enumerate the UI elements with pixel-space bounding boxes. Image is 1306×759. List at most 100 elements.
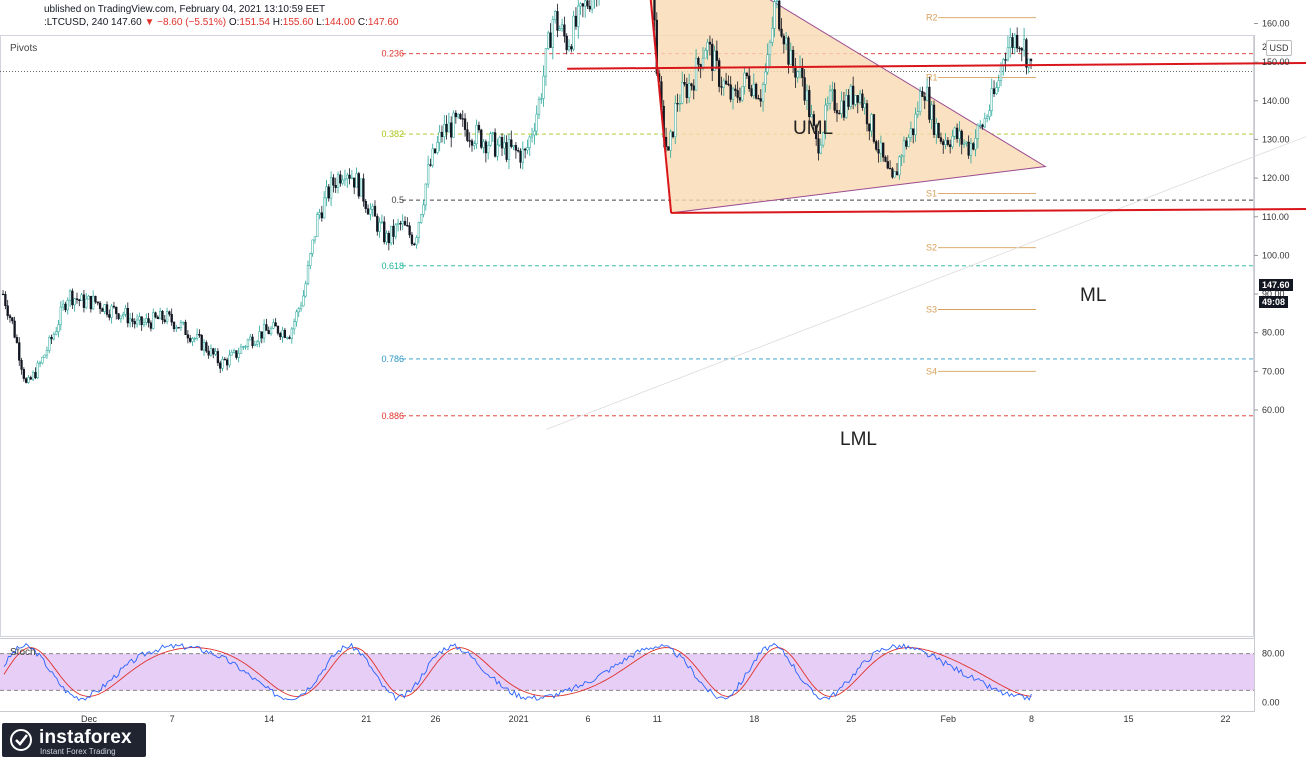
candle-body (299, 305, 303, 310)
candle-body (1006, 47, 1010, 61)
candle-body (815, 125, 818, 140)
candle-body (422, 204, 425, 215)
candle-body (115, 306, 118, 314)
candle-body (260, 331, 263, 339)
candle-body (715, 50, 719, 61)
candle-body (916, 111, 919, 115)
instaforex-logo-icon (10, 729, 32, 751)
high-label: H: (272, 17, 283, 28)
candle-body (182, 321, 185, 324)
candle-body (466, 129, 469, 141)
candle-body (401, 221, 404, 224)
candle-body (443, 124, 446, 137)
lml-label: LML (840, 429, 877, 450)
candle-body (253, 344, 257, 346)
candle-body (334, 184, 337, 188)
candle-body (50, 337, 53, 340)
candle-body (942, 141, 945, 145)
candle-body (168, 311, 171, 315)
candle-body (900, 155, 903, 158)
candle-body (249, 336, 252, 341)
pitchfork-line (567, 61, 1306, 70)
candle-body (759, 98, 762, 102)
pivot-level-label: S1 (926, 189, 937, 199)
candle-body (1018, 47, 1021, 50)
candle-body (992, 88, 996, 95)
candle-body (336, 174, 340, 188)
candle-body (122, 313, 125, 317)
candle-body (346, 174, 349, 180)
instaforex-logo: instaforex Instant Forex Trading (2, 723, 146, 757)
candle-body (161, 310, 164, 321)
y-tick-label: 140.00 (1262, 96, 1290, 106)
candle-body (1022, 39, 1026, 51)
candle-body (343, 178, 347, 181)
candle-body (484, 141, 488, 154)
candle-body (154, 312, 157, 318)
uml-label: UML (793, 118, 833, 139)
candle-body (477, 124, 481, 131)
candle-body (117, 313, 120, 320)
candle-body (886, 161, 889, 169)
price-axis: 2 60.00 70.00 80.00 90.00 100.00 110.00 120.00 1… (1254, 19, 1290, 415)
candle-body (392, 225, 395, 237)
candle-body (184, 321, 187, 335)
candle-body (764, 71, 767, 85)
candle-body (145, 318, 148, 323)
candle-body (796, 71, 799, 78)
candle-body (835, 110, 839, 114)
candle-body (912, 128, 915, 136)
stoch-indicator-label[interactable]: Stoch (10, 647, 36, 658)
candle-body (898, 156, 901, 176)
candle-body (590, 0, 594, 10)
candle-body (542, 75, 545, 99)
candlesticks (1, 0, 1033, 384)
candle-body (1011, 37, 1014, 48)
candle-body (242, 346, 245, 348)
y-tick-label: 70.00 (1262, 366, 1285, 376)
currency-button[interactable]: USD (1266, 40, 1292, 56)
candle-body (551, 19, 554, 48)
candle-body (108, 314, 111, 318)
candle-body (734, 88, 737, 91)
candle-body (193, 337, 196, 340)
candle-body (990, 88, 993, 111)
candle-body (803, 77, 806, 101)
candle-body (782, 35, 785, 45)
candle-body (101, 308, 104, 312)
candle-body (383, 221, 386, 243)
candle-body (577, 5, 580, 27)
candle-body (246, 339, 250, 347)
candle-body (692, 85, 695, 91)
candle-body (854, 95, 857, 105)
candle-body (75, 298, 79, 300)
candle-body (323, 197, 326, 219)
candle-body (487, 145, 490, 154)
candle-body (332, 177, 335, 186)
candle-body (521, 148, 524, 163)
candle-body (128, 318, 132, 324)
candle-body (426, 164, 430, 185)
candle-body (565, 35, 568, 51)
pivots-indicator-label[interactable]: Pivots (10, 43, 38, 54)
last-price-tag: 147.60 (1259, 279, 1293, 291)
candle-body (456, 113, 460, 118)
candle-body (821, 132, 825, 146)
candle-body (269, 327, 273, 335)
candle-body (570, 46, 573, 50)
candle-body (186, 334, 190, 339)
candle-body (722, 80, 725, 88)
candle-body (480, 129, 483, 148)
candle-body (140, 316, 143, 326)
candle-body (27, 377, 30, 383)
candle-body (286, 337, 289, 339)
candle-body (447, 122, 451, 133)
candle-body (468, 140, 471, 142)
candle-body (674, 103, 677, 138)
candle-body (339, 174, 342, 184)
x-tick-label: Feb (941, 714, 957, 724)
candle-body (505, 142, 508, 160)
x-tick-label: 26 (430, 714, 440, 724)
candle-body (355, 173, 358, 188)
candle-body (935, 123, 938, 135)
